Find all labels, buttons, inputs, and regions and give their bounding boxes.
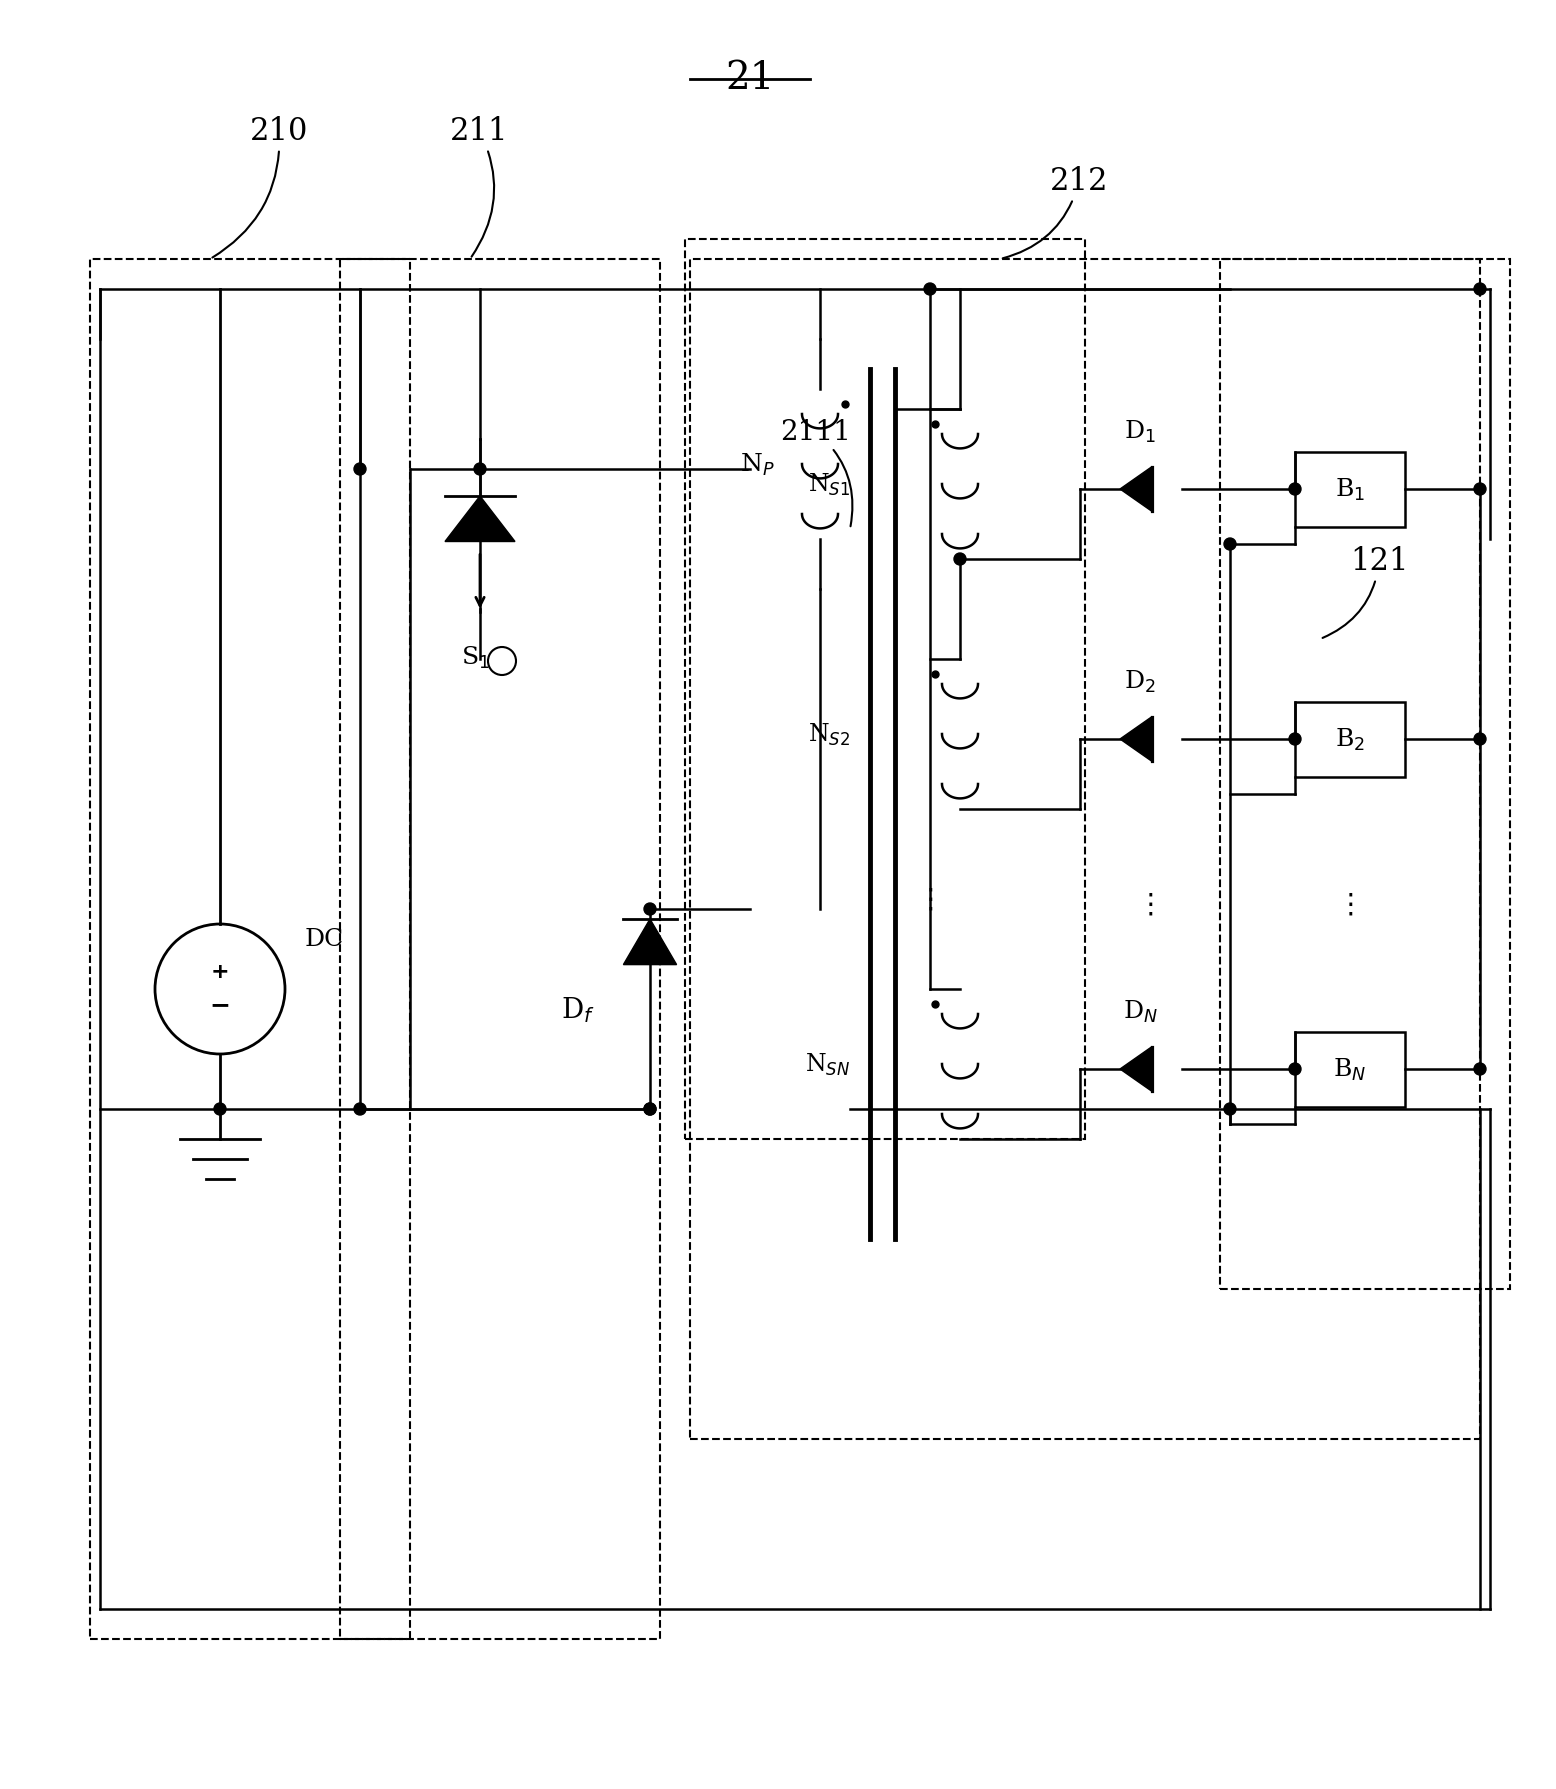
Circle shape	[1288, 483, 1301, 496]
Text: 2111: 2111	[780, 419, 853, 528]
Polygon shape	[445, 497, 515, 542]
Text: 21: 21	[725, 61, 775, 97]
Circle shape	[924, 284, 937, 295]
Text: N$_{SN}$: N$_{SN}$	[804, 1052, 850, 1077]
Text: D$_N$: D$_N$	[1122, 998, 1158, 1025]
Text: N$_{S1}$: N$_{S1}$	[808, 472, 850, 497]
Text: 212: 212	[1002, 166, 1108, 259]
Polygon shape	[624, 920, 677, 964]
Bar	[90, 259, 409, 1639]
Text: D$_1$: D$_1$	[1123, 419, 1156, 445]
Text: 211: 211	[450, 116, 509, 258]
Text: D$_f$: D$_f$	[562, 995, 594, 1025]
Circle shape	[644, 903, 657, 916]
Circle shape	[475, 463, 485, 476]
Text: 210: 210	[212, 116, 308, 258]
Bar	[341, 259, 660, 1639]
Circle shape	[1474, 483, 1486, 496]
Polygon shape	[1120, 467, 1151, 512]
Circle shape	[1288, 733, 1301, 746]
Bar	[689, 259, 1480, 1438]
Circle shape	[644, 1104, 657, 1115]
Circle shape	[1225, 1104, 1235, 1115]
Circle shape	[644, 1104, 657, 1115]
Bar	[1295, 701, 1405, 776]
Circle shape	[215, 1104, 226, 1115]
Text: B$_1$: B$_1$	[1335, 476, 1365, 503]
Text: N$_{S2}$: N$_{S2}$	[808, 721, 850, 748]
Circle shape	[1474, 1063, 1486, 1075]
Text: DC: DC	[305, 928, 344, 952]
Circle shape	[954, 553, 966, 565]
Polygon shape	[1120, 717, 1151, 762]
Circle shape	[355, 463, 366, 476]
Text: N$_P$: N$_P$	[741, 451, 775, 478]
Text: 121: 121	[1323, 546, 1408, 639]
Bar	[1220, 259, 1509, 1290]
Circle shape	[1474, 284, 1486, 295]
Text: ⋮: ⋮	[1136, 891, 1164, 918]
Circle shape	[1288, 1063, 1301, 1075]
Bar	[685, 240, 1085, 1140]
Text: ⋮: ⋮	[916, 886, 944, 914]
Text: B$_N$: B$_N$	[1333, 1056, 1366, 1082]
Bar	[1295, 1032, 1405, 1107]
Polygon shape	[1120, 1047, 1151, 1091]
Text: D$_2$: D$_2$	[1123, 669, 1156, 694]
Text: ⋮: ⋮	[1337, 891, 1365, 918]
Text: −: −	[210, 993, 230, 1016]
Text: S$_1$: S$_1$	[461, 644, 490, 671]
Circle shape	[355, 1104, 366, 1115]
Circle shape	[1225, 538, 1235, 551]
Bar	[1295, 453, 1405, 528]
Circle shape	[1474, 733, 1486, 746]
Text: B$_2$: B$_2$	[1335, 726, 1365, 753]
Text: +: +	[210, 961, 229, 982]
